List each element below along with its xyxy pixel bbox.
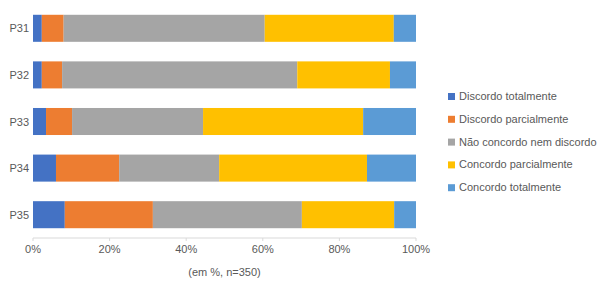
- bar-segment: [33, 61, 42, 88]
- legend-label: Discordo totalmente: [459, 90, 557, 102]
- bar-segment: [64, 15, 265, 42]
- bar-segment: [62, 61, 297, 88]
- bar-segment: [390, 61, 416, 88]
- chart: 0% 20% 40% 60% 80% 100% P31 P32 P33 P34 P35 (em %, …: [0, 0, 614, 291]
- bar-segment: [33, 201, 65, 228]
- bar-segment: [42, 15, 64, 42]
- legend-label: Discordo parcialmente: [459, 113, 568, 125]
- bar-segment: [302, 201, 394, 228]
- bar-segment: [33, 155, 56, 182]
- x-tick-label: 100%: [402, 243, 430, 255]
- category-label: P35: [9, 209, 29, 221]
- bar-segment: [363, 108, 416, 135]
- bar-segment: [219, 155, 367, 182]
- bar-segment: [46, 108, 72, 135]
- x-tick: [339, 238, 340, 241]
- bar-segment: [42, 61, 62, 88]
- bar-segment: [33, 15, 42, 42]
- x-axis-title: (em %, n=350): [188, 266, 260, 278]
- legend-swatch: [448, 184, 455, 191]
- bar-segment: [72, 108, 203, 135]
- bar-segment: [153, 201, 302, 228]
- legend-swatch: [448, 116, 455, 123]
- bar-segment: [119, 155, 219, 182]
- bar-segment: [265, 15, 394, 42]
- legend-label: Concordo totalmente: [459, 181, 561, 193]
- bar-segment: [203, 108, 363, 135]
- x-tick-label: 60%: [252, 243, 274, 255]
- category-label: P33: [9, 116, 29, 128]
- bar-segment: [394, 15, 416, 42]
- bar-segment: [56, 155, 119, 182]
- legend-swatch: [448, 161, 455, 168]
- bar-segment: [394, 201, 416, 228]
- legend-label: Concordo parcialmente: [459, 158, 573, 170]
- x-tick: [109, 238, 110, 241]
- x-axis-line: [33, 238, 416, 239]
- bar-segment: [297, 61, 390, 88]
- category-label: P31: [9, 22, 29, 34]
- category-label: P34: [9, 162, 29, 174]
- legend-label: Não concordo nem discordo: [459, 136, 597, 148]
- x-tick: [262, 238, 263, 241]
- x-tick-label: 20%: [99, 243, 121, 255]
- legend-swatch: [448, 139, 455, 146]
- legend-swatch: [448, 93, 455, 100]
- bar-segment: [367, 155, 416, 182]
- x-tick-label: 80%: [328, 243, 350, 255]
- x-tick: [416, 238, 417, 241]
- category-label: P32: [9, 69, 29, 81]
- x-tick-label: 40%: [175, 243, 197, 255]
- x-tick: [33, 238, 34, 241]
- bar-segment: [65, 201, 153, 228]
- x-tick: [186, 238, 187, 241]
- bar-segment: [33, 108, 46, 135]
- bars: [33, 15, 416, 228]
- x-tick-label: 0%: [25, 243, 41, 255]
